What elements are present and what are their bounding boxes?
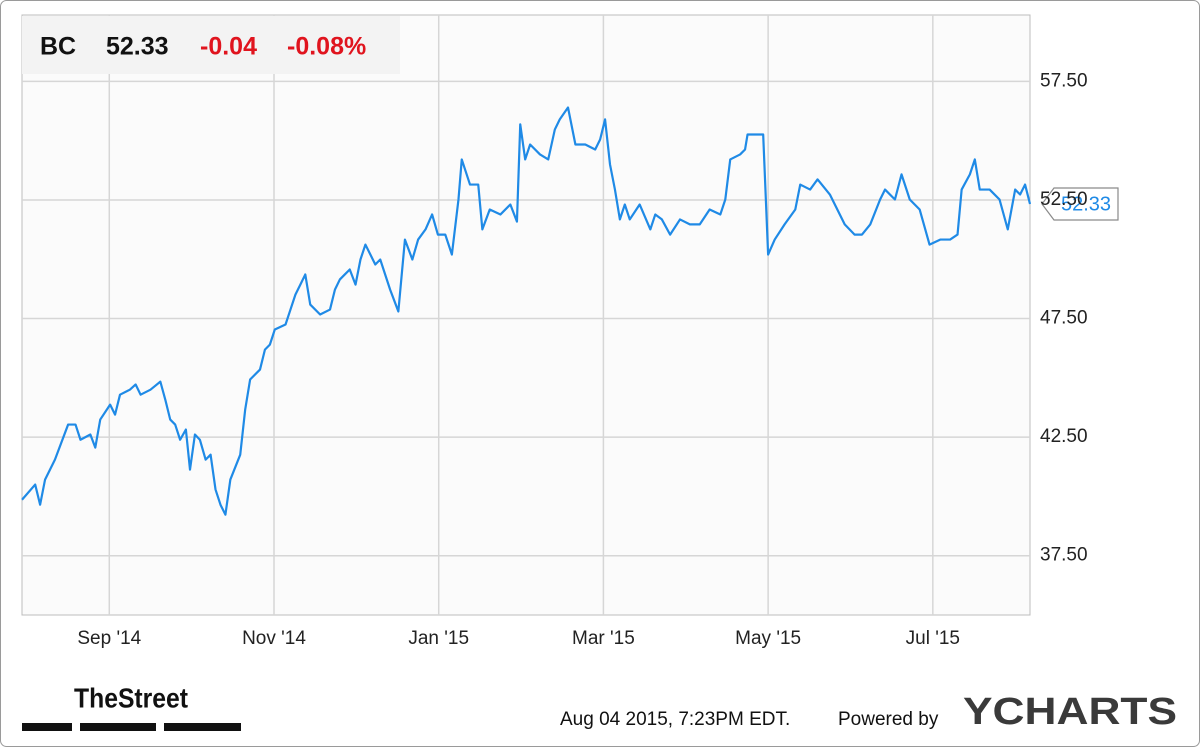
symbol: BC [40, 33, 76, 61]
logo-bar [164, 723, 241, 731]
grid [22, 15, 1030, 615]
y-tick-label: 37.50 [1040, 545, 1088, 566]
tag-label: 52.33 [1061, 193, 1111, 215]
powered-by: Powered by [838, 709, 939, 730]
y-tick-label: 52.50 [1040, 189, 1088, 210]
quote-box [22, 16, 400, 74]
last-price-tag: 52.33 [1041, 187, 1119, 221]
series [21, 106, 1032, 516]
price-line [21, 106, 1032, 516]
y-tick-label: 42.50 [1040, 426, 1088, 447]
x-tick-label: May '15 [735, 628, 801, 649]
provider-logo: YCHARTS [963, 691, 1177, 733]
x-tick-label: Sep '14 [77, 628, 141, 649]
tag-box [1041, 187, 1119, 221]
x-tick-label: Mar '15 [572, 628, 635, 649]
x-tick-label: Nov '14 [242, 628, 306, 649]
timestamp: Aug 04 2015, 7:23PM EDT. [560, 709, 790, 730]
change-percent: -0.08% [287, 33, 366, 61]
plot-area [21, 14, 1031, 616]
change: -0.04 [200, 33, 257, 61]
y-tick-label: 57.50 [1040, 70, 1088, 91]
price: 52.33 [106, 33, 169, 61]
brand-logo: TheStreet [74, 682, 188, 713]
x-tick-label: Jan '15 [408, 628, 469, 649]
logo-bar [22, 723, 72, 731]
x-tick-label: Jul '15 [906, 628, 960, 649]
y-tick-label: 47.50 [1040, 308, 1088, 329]
logo-bar [80, 723, 156, 731]
